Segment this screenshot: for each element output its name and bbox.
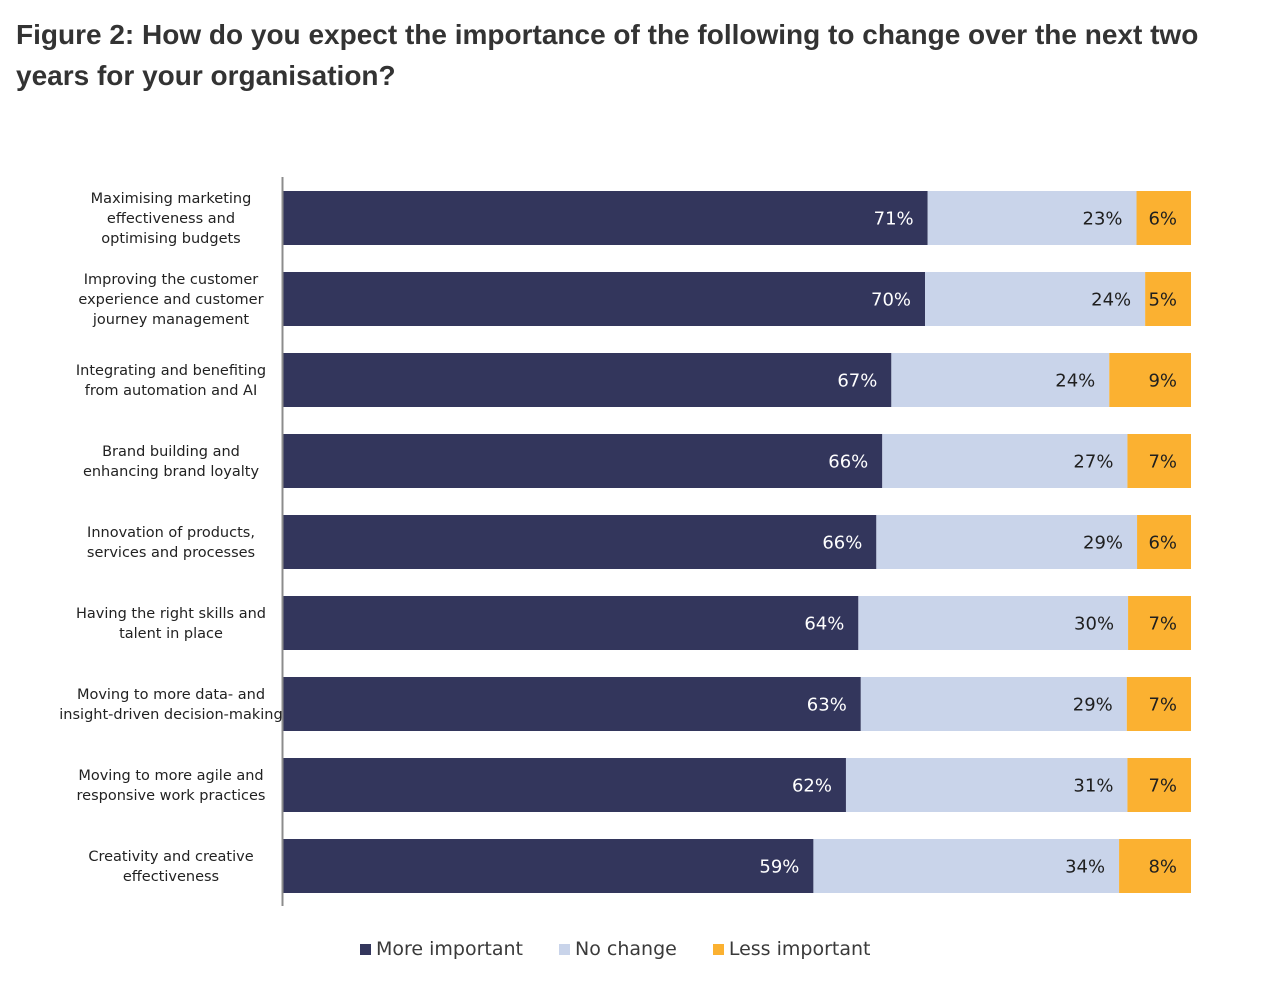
value-label-less-important-9: 8% bbox=[1148, 857, 1177, 878]
legend-label-less-important: Less important bbox=[728, 938, 871, 960]
category-label-3: Integrating and benefiting from automatio… bbox=[76, 363, 266, 399]
category-label-2: Improving the customer experience and cus… bbox=[78, 272, 263, 328]
legend-item-no-change: No change bbox=[559, 938, 677, 960]
bar-less-important-8 bbox=[1127, 758, 1191, 812]
category-label-line: Moving to more data- and bbox=[77, 687, 265, 703]
category-label-9: Creativity and creative effectiveness bbox=[88, 849, 253, 885]
category-label-line: insight-driven decision-making bbox=[59, 707, 282, 723]
value-label-no-change-2: 24% bbox=[1091, 290, 1131, 311]
value-label-no-change-1: 23% bbox=[1083, 209, 1123, 230]
bar-less-important-7 bbox=[1126, 677, 1191, 731]
category-label-line: Innovation of products, bbox=[87, 525, 255, 541]
bar-less-important-6 bbox=[1128, 596, 1191, 650]
category-label-line: Brand building and bbox=[102, 444, 240, 460]
bar-no-change-9 bbox=[813, 839, 1120, 893]
value-label-less-important-5: 6% bbox=[1148, 533, 1177, 554]
value-label-no-change-9: 34% bbox=[1065, 857, 1105, 878]
category-label-line: Improving the customer bbox=[84, 272, 258, 288]
category-label-6: Having the right skills and talent in pla… bbox=[76, 606, 266, 642]
category-label-line: optimising budgets bbox=[101, 231, 241, 247]
value-label-less-important-7: 7% bbox=[1148, 695, 1177, 716]
bar-more-important-8 bbox=[283, 758, 846, 812]
category-label-5: Innovation of products, services and proc… bbox=[87, 525, 255, 561]
bar-no-change-5 bbox=[876, 515, 1138, 569]
bar-no-change-1 bbox=[927, 191, 1137, 245]
category-label-line: Maximising marketing bbox=[91, 191, 252, 207]
value-label-more-important-7: 63% bbox=[807, 695, 847, 716]
category-label-line: from automation and AI bbox=[85, 383, 257, 399]
bar-no-change-7 bbox=[860, 677, 1127, 731]
legend-swatch-no-change bbox=[559, 943, 571, 955]
bar-more-important-5 bbox=[283, 515, 877, 569]
bar-no-change-2 bbox=[925, 272, 1146, 326]
legend-label-more-important: More important bbox=[376, 938, 524, 960]
value-label-more-important-3: 67% bbox=[837, 371, 877, 392]
chart-title: Figure 2: How do you expect the importan… bbox=[16, 19, 1199, 91]
legend-swatch-less-important bbox=[712, 943, 724, 955]
legend-label-no-change: No change bbox=[575, 938, 677, 960]
bar-no-change-3 bbox=[891, 353, 1110, 407]
bar-less-important-1 bbox=[1136, 191, 1191, 245]
bar-no-change-4 bbox=[882, 434, 1128, 488]
value-label-more-important-9: 59% bbox=[759, 857, 799, 878]
bar-more-important-4 bbox=[283, 434, 883, 488]
category-label-line: responsive work practices bbox=[77, 788, 266, 804]
category-label-line: Creativity and creative bbox=[88, 849, 253, 865]
value-label-more-important-6: 64% bbox=[804, 614, 844, 635]
category-label-line: effectiveness and bbox=[107, 211, 235, 227]
category-label-line: experience and customer bbox=[78, 292, 263, 308]
value-label-less-important-3: 9% bbox=[1148, 371, 1177, 392]
value-label-more-important-2: 70% bbox=[871, 290, 911, 311]
value-label-less-important-6: 7% bbox=[1148, 614, 1177, 635]
value-label-no-change-5: 29% bbox=[1083, 533, 1123, 554]
bar-more-important-6 bbox=[283, 596, 859, 650]
legend-item-less-important: Less important bbox=[712, 938, 871, 960]
value-label-more-important-5: 66% bbox=[822, 533, 862, 554]
category-label-line: journey management bbox=[92, 312, 250, 328]
bar-more-important-1 bbox=[283, 191, 928, 245]
bar-less-important-2 bbox=[1145, 272, 1191, 326]
value-label-no-change-6: 30% bbox=[1074, 614, 1114, 635]
bar-more-important-3 bbox=[283, 353, 892, 407]
category-label-4: Brand building and enhancing brand loyalt… bbox=[83, 444, 260, 480]
value-label-more-important-4: 66% bbox=[828, 452, 868, 473]
category-label-line: talent in place bbox=[119, 626, 223, 642]
value-label-no-change-7: 29% bbox=[1073, 695, 1113, 716]
bar-more-important-2 bbox=[283, 272, 926, 326]
legend: More important No change Less important bbox=[360, 938, 870, 960]
legend-swatch-more-important bbox=[360, 943, 371, 955]
category-label-line: enhancing brand loyalty bbox=[83, 464, 260, 480]
bar-less-important-4 bbox=[1127, 434, 1191, 488]
bars-group: 71% 23% 6% 70% 24% 5% 67% 24% 9% 66% 27% 7% 66% 29% 6%… bbox=[283, 191, 1191, 893]
value-label-less-important-8: 7% bbox=[1148, 776, 1177, 797]
category-label-line: effectiveness bbox=[123, 869, 219, 885]
category-label-line: services and processes bbox=[87, 545, 255, 561]
value-label-more-important-8: 62% bbox=[792, 776, 832, 797]
value-label-no-change-8: 31% bbox=[1073, 776, 1113, 797]
value-label-less-important-2: 5% bbox=[1148, 290, 1177, 311]
bar-no-change-6 bbox=[858, 596, 1129, 650]
category-label-8: Moving to more agile and responsive work … bbox=[77, 768, 266, 804]
bar-no-change-8 bbox=[845, 758, 1128, 812]
value-label-more-important-1: 71% bbox=[874, 209, 914, 230]
bar-less-important-5 bbox=[1137, 515, 1191, 569]
bar-less-important-3 bbox=[1109, 353, 1191, 407]
bar-more-important-9 bbox=[283, 839, 814, 893]
value-label-less-important-1: 6% bbox=[1148, 209, 1177, 230]
category-label-line: Moving to more agile and bbox=[78, 768, 263, 784]
category-labels-group: Maximising marketing effectiveness and opt… bbox=[59, 191, 282, 885]
legend-item-more-important: More important bbox=[360, 938, 523, 960]
category-label-7: Moving to more data- and insight-driven d… bbox=[59, 687, 282, 723]
value-label-less-important-4: 7% bbox=[1148, 452, 1177, 473]
bar-more-important-7 bbox=[283, 677, 861, 731]
category-label-line: Integrating and benefiting bbox=[76, 363, 266, 379]
value-label-no-change-4: 27% bbox=[1073, 452, 1113, 473]
category-label-line: Having the right skills and bbox=[76, 606, 266, 622]
bar-less-important-9 bbox=[1119, 839, 1191, 893]
value-label-no-change-3: 24% bbox=[1055, 371, 1095, 392]
category-label-1: Maximising marketing effectiveness and opt… bbox=[91, 191, 252, 247]
